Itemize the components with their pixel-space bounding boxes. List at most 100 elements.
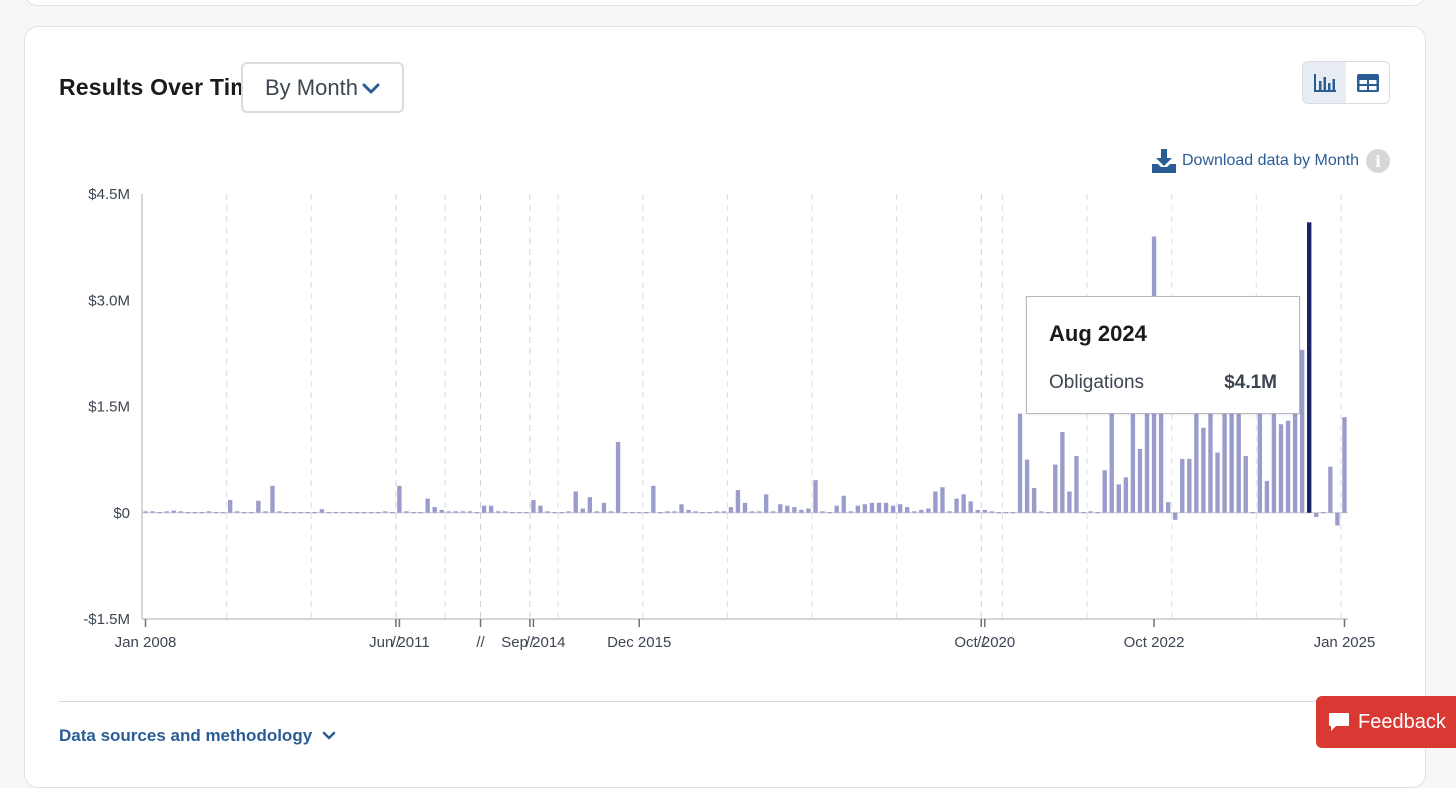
x-tick-label: Dec 2015 (607, 634, 671, 651)
bar (658, 512, 663, 514)
bar (361, 512, 367, 514)
bar (446, 511, 451, 513)
bar (376, 512, 381, 514)
bar (192, 512, 198, 514)
bar (912, 511, 917, 513)
bar (1053, 464, 1058, 513)
view-toggle[interactable] (1302, 61, 1390, 104)
x-tick-label: Jun 2011 (369, 634, 430, 651)
bar (220, 512, 226, 514)
bar (1158, 413, 1164, 513)
bar (291, 512, 296, 514)
bar (1299, 349, 1305, 513)
chevron-down-icon (362, 83, 380, 94)
feedback-button[interactable]: Feedback (1316, 696, 1456, 748)
bar (1102, 470, 1107, 513)
chart-tooltip: Aug 2024 Obligations $4.1M (1026, 296, 1300, 414)
bar (905, 507, 910, 513)
bar (354, 512, 360, 514)
bar (1017, 413, 1023, 513)
bar (157, 512, 162, 514)
chevron-down-icon (322, 731, 336, 740)
bar (397, 485, 402, 513)
bar (425, 498, 430, 513)
bar (1335, 512, 1340, 526)
bar (749, 511, 755, 513)
bar (1039, 511, 1044, 513)
bar (495, 511, 501, 513)
bar (1208, 413, 1213, 513)
bar (651, 485, 656, 513)
bar (1074, 456, 1079, 513)
bar (1264, 480, 1270, 513)
bar (644, 512, 649, 514)
tooltip-label: Obligations (1049, 372, 1145, 393)
bar (284, 512, 289, 514)
bar (552, 512, 557, 514)
bar (714, 511, 719, 513)
bar (150, 511, 155, 513)
bar (298, 512, 303, 514)
bar (573, 491, 578, 513)
x-tick-label: Jan 2025 (1314, 634, 1376, 651)
bar (1173, 512, 1178, 520)
bar (1187, 458, 1192, 513)
bar (665, 511, 670, 513)
bar (848, 511, 853, 513)
bar (855, 505, 861, 513)
bar (488, 505, 494, 513)
bar (1222, 413, 1227, 513)
bar (608, 511, 614, 513)
bar (1046, 512, 1051, 514)
bar (333, 512, 339, 514)
bar (672, 511, 677, 513)
bar (474, 512, 480, 514)
download-data-label: Download data by Month (1182, 152, 1359, 169)
table-view-button[interactable] (1346, 62, 1389, 103)
bar (594, 511, 600, 513)
bar (947, 511, 952, 513)
bar-chart-icon (1313, 73, 1336, 92)
bar (249, 512, 254, 514)
bar (693, 511, 698, 513)
bar (580, 508, 585, 513)
bar (686, 509, 691, 513)
bar (460, 511, 466, 513)
bar (524, 512, 529, 514)
bar (453, 511, 459, 513)
bar (164, 511, 169, 513)
info-icon[interactable]: i (1366, 149, 1390, 173)
bar (319, 509, 325, 513)
bar (1010, 512, 1016, 514)
x-tick-label: Oct 2020 (954, 634, 1015, 651)
download-data-link[interactable]: Download data by Month (1151, 148, 1359, 174)
bar (1003, 512, 1009, 514)
y-tick-label: $3.0M (88, 292, 130, 309)
methodology-toggle[interactable]: Data sources and methodology (59, 726, 336, 746)
bar (806, 508, 811, 513)
bar (312, 512, 317, 514)
bar (277, 511, 282, 513)
x-axis-break-marker: // (526, 634, 535, 651)
obligations-bar-chart: $4.5M$3.0M$1.5M$0-$1.5M Jan 2008////Jun … (83, 186, 1376, 651)
bar (785, 505, 790, 513)
chart-view-button[interactable] (1303, 62, 1346, 103)
bar (517, 512, 522, 514)
bar (305, 512, 310, 514)
x-tick-label: Sep 2014 (501, 634, 565, 651)
bar (1229, 413, 1234, 513)
bar (1137, 449, 1143, 513)
y-tick-label: $1.5M (88, 399, 130, 416)
period-dropdown[interactable]: By Month (241, 62, 404, 113)
bar (813, 480, 818, 513)
bar (206, 511, 212, 513)
bar (1278, 424, 1284, 513)
x-tick-label: Oct 2022 (1124, 634, 1185, 651)
bar (1243, 456, 1248, 513)
bar (411, 512, 416, 514)
methodology-label: Data sources and methodology (59, 726, 313, 745)
bar (270, 485, 275, 513)
y-tick-label: $4.5M (88, 186, 130, 203)
bar (1095, 512, 1100, 514)
tooltip-value: $4.1M (1224, 372, 1277, 393)
